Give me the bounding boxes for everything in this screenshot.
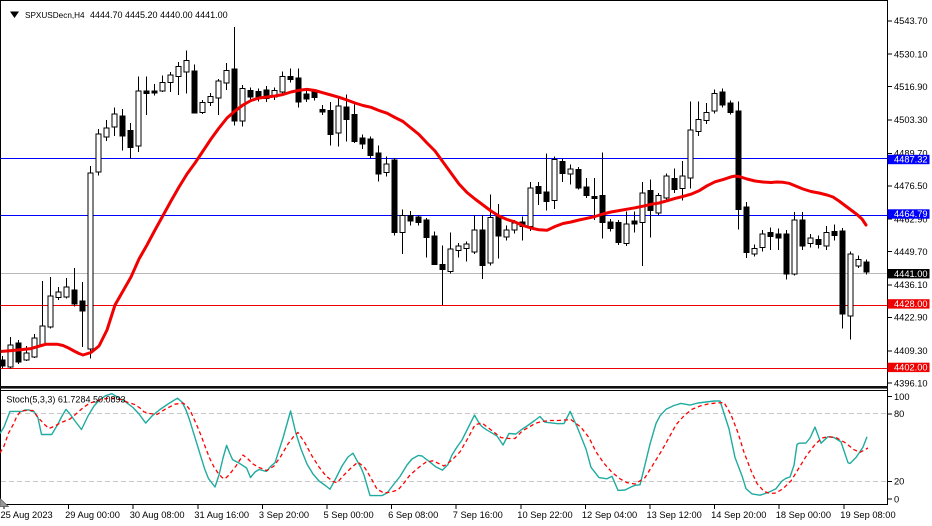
- svg-text:19 Sep 08:00: 19 Sep 08:00: [840, 510, 895, 520]
- svg-text:14 Sep 20:00: 14 Sep 20:00: [711, 510, 766, 520]
- svg-text:29 Aug 00:00: 29 Aug 00:00: [65, 510, 120, 520]
- svg-text:4476.50: 4476.50: [894, 181, 928, 191]
- svg-text:SPXUSDecn,H4: SPXUSDecn,H4: [25, 11, 85, 20]
- svg-text:4487.32: 4487.32: [894, 155, 928, 165]
- svg-text:4396.10: 4396.10: [894, 378, 928, 388]
- svg-text:4436.10: 4436.10: [894, 280, 928, 290]
- svg-text:4422.90: 4422.90: [894, 313, 928, 323]
- svg-text:0: 0: [894, 494, 899, 504]
- svg-text:5 Sep 00:00: 5 Sep 00:00: [324, 510, 374, 520]
- svg-text:7 Sep 16:00: 7 Sep 16:00: [453, 510, 503, 520]
- svg-text:100: 100: [894, 392, 910, 402]
- svg-text:12 Sep 04:00: 12 Sep 04:00: [582, 510, 637, 520]
- svg-text:25 Aug 2023: 25 Aug 2023: [1, 510, 53, 520]
- svg-text:20: 20: [894, 477, 904, 487]
- svg-text:30 Aug 08:00: 30 Aug 08:00: [130, 510, 185, 520]
- svg-text:6 Sep 08:00: 6 Sep 08:00: [388, 510, 438, 520]
- svg-text:13 Sep 12:00: 13 Sep 12:00: [647, 510, 702, 520]
- svg-text:4462.90: 4462.90: [894, 214, 928, 224]
- svg-text:18 Sep 00:00: 18 Sep 00:00: [776, 510, 831, 520]
- svg-text:4543.70: 4543.70: [894, 16, 928, 26]
- svg-text:4409.30: 4409.30: [894, 346, 928, 356]
- svg-text:Stoch(5,3,3) 61.7284 50.0893: Stoch(5,3,3) 61.7284 50.0893: [6, 395, 125, 405]
- svg-text:4503.30: 4503.30: [894, 115, 928, 125]
- svg-text:31 Aug 16:00: 31 Aug 16:00: [194, 510, 249, 520]
- svg-text:4444.70 4445.20 4440.00 4441.0: 4444.70 4445.20 4440.00 4441.00: [90, 10, 228, 20]
- svg-text:4402.00: 4402.00: [894, 363, 928, 373]
- svg-text:4530.10: 4530.10: [894, 49, 928, 59]
- svg-text:4449.70: 4449.70: [894, 247, 928, 257]
- svg-text:10 Sep 22:00: 10 Sep 22:00: [517, 510, 572, 520]
- svg-text:4464.79: 4464.79: [894, 209, 928, 219]
- svg-text:4516.90: 4516.90: [894, 82, 928, 92]
- svg-text:3 Sep 20:00: 3 Sep 20:00: [259, 510, 309, 520]
- svg-text:4441.00: 4441.00: [894, 269, 928, 279]
- svg-text:4489.70: 4489.70: [894, 149, 928, 159]
- svg-text:4428.00: 4428.00: [894, 299, 928, 309]
- svg-text:80: 80: [894, 409, 904, 419]
